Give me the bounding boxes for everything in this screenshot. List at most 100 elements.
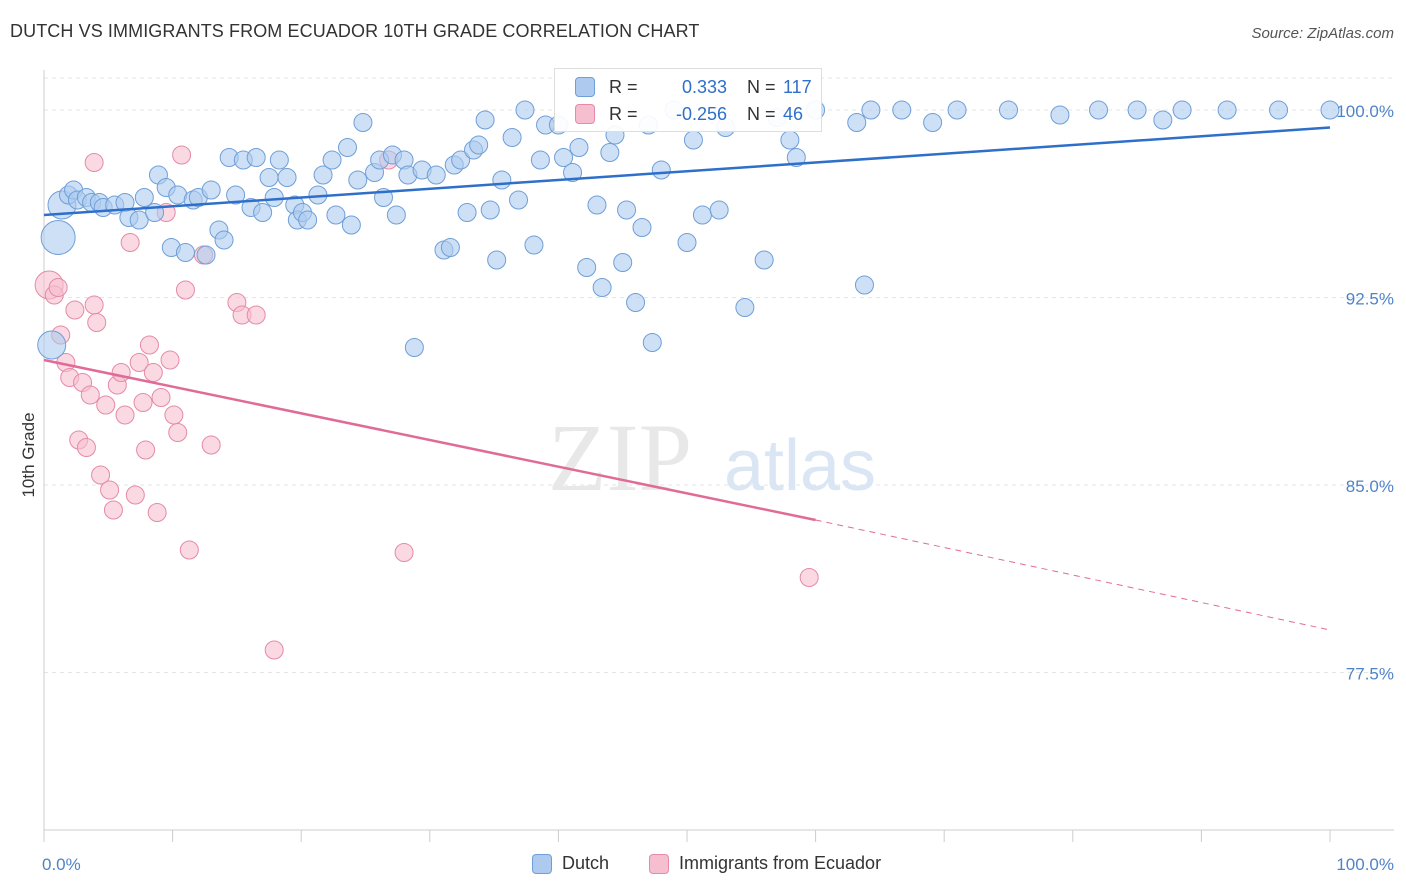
legend-label-ecuador: Immigrants from Ecuador (679, 853, 882, 873)
dutch-point (313, 165, 333, 185)
dutch-point (1269, 100, 1289, 120)
n-label: N = (747, 76, 776, 97)
y-axis-label: 10th Grade (19, 412, 38, 497)
dutch-point (530, 150, 550, 170)
dutch-point (509, 190, 529, 210)
ecuador-trendline-extension (815, 519, 1331, 631)
ecuador-point (84, 295, 104, 315)
dutch-point (1320, 100, 1340, 120)
dutch-point (554, 148, 574, 167)
dutch-point (175, 243, 195, 262)
dutch-point (577, 258, 597, 277)
ecuador-point (246, 305, 266, 325)
x-tick-label: 100.0% (1336, 855, 1394, 874)
dutch-point (129, 210, 149, 230)
dutch-point (1127, 100, 1147, 120)
dutch-point (492, 170, 512, 190)
dutch-point (923, 113, 943, 132)
dutch-point (277, 168, 297, 187)
r-label: R = (609, 103, 638, 124)
dutch-point (440, 238, 460, 257)
dutch-point (475, 110, 495, 130)
ecuador-point (179, 540, 199, 560)
dutch-point (617, 200, 637, 220)
ecuador-point (175, 280, 195, 300)
dutch-point (569, 138, 589, 157)
dutch-point (502, 128, 522, 147)
ecuador-point (139, 335, 159, 355)
dutch-point (404, 338, 424, 357)
dutch-point (457, 203, 477, 222)
ecuador-point (129, 353, 149, 372)
ecuador-n-value: 46 (783, 103, 804, 124)
dutch-point (201, 180, 221, 200)
dutch-point (709, 200, 729, 220)
dutch-r-value: 0.333 (681, 76, 727, 97)
watermark-zip: ZIP (548, 404, 692, 511)
legend-swatch-dutch (532, 853, 552, 874)
legend-item-ecuador[interactable]: Immigrants from Ecuador (649, 853, 881, 874)
dutch-point (587, 195, 607, 215)
dutch-point (214, 230, 234, 250)
dutch-point (847, 113, 867, 132)
dutch-point (592, 278, 612, 297)
dutch-point (780, 130, 800, 150)
ecuador-points (34, 145, 819, 660)
dutch-point (692, 205, 712, 225)
dutch-point (754, 250, 774, 270)
dutch-point (134, 188, 154, 207)
dutch-point (480, 200, 500, 220)
dutch-point (341, 215, 361, 235)
ecuador-point (80, 385, 100, 405)
ecuador-point (160, 350, 180, 370)
dutch-point (451, 150, 471, 170)
stats-box: R = 0.333 N = 117 R = -0.256 N = 46 (554, 68, 822, 132)
trend-layer (43, 126, 1331, 631)
ecuador-point (201, 435, 221, 455)
dutch-point (1050, 105, 1070, 125)
ecuador-point (115, 405, 135, 425)
dutch-point (735, 298, 755, 317)
dutch-point (786, 148, 806, 167)
ecuador-point (799, 568, 819, 587)
dutch-point (515, 100, 535, 120)
r-label: R = (609, 76, 638, 97)
dutch-point (854, 275, 874, 295)
dutch-point (626, 293, 646, 312)
dutch-point (651, 160, 671, 180)
y-tick-label: 100.0% (1336, 102, 1394, 121)
ecuador-point (65, 300, 85, 320)
dutch-point (246, 148, 266, 167)
ecuador-point (84, 153, 104, 172)
ecuador-point (172, 145, 192, 165)
dutch-point (253, 203, 273, 222)
ecuador-r-value: -0.256 (675, 103, 727, 124)
dutch-trendline (43, 126, 1331, 217)
dutch-point (999, 100, 1018, 120)
ecuador-point (91, 465, 111, 485)
ecuador-point (100, 480, 120, 500)
dutch-point (40, 220, 76, 255)
legend-item-dutch[interactable]: Dutch (532, 853, 609, 874)
ecuador-point (151, 388, 171, 407)
ecuador-point (76, 438, 96, 457)
ecuador-point (264, 640, 284, 660)
y-tick-label: 92.5% (1346, 290, 1394, 309)
y-tick-label: 85.0% (1346, 477, 1394, 496)
labels-layer: 77.5% 85.0% 92.5% 100.0% 0.0% 100.0% 10th Grad… (19, 102, 1394, 874)
dutch-point (353, 113, 373, 132)
ecuador-point (133, 393, 153, 412)
dutch-point (683, 130, 703, 150)
dutch-point (947, 100, 967, 120)
ecuador-point (168, 423, 188, 442)
y-tick-label: 77.5% (1346, 665, 1394, 684)
legend: Dutch Immigrants from Ecuador (0, 850, 1406, 878)
ecuador-point (96, 395, 116, 415)
ecuador-point (120, 233, 140, 252)
dutch-swatch (575, 77, 595, 97)
dutch-point (259, 168, 279, 187)
dutch-point (1217, 100, 1237, 120)
dutch-point (337, 138, 357, 157)
dutch-point (469, 135, 489, 155)
dutch-point (426, 165, 446, 185)
